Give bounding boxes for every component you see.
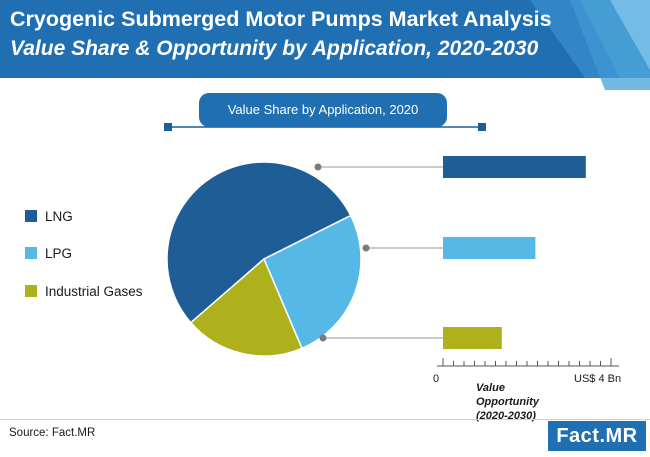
legend-label-lpg: LPG — [45, 245, 73, 261]
factmr-logo: Fact.MR — [548, 421, 646, 451]
legend-item-lpg: LPG — [25, 245, 72, 261]
legend-item-industrial-gases: Industrial Gases — [25, 283, 143, 299]
pie-title: Value Share by Application, 2020 — [228, 102, 419, 117]
legend-swatch-lpg — [25, 247, 37, 259]
pie-slice-lng — [166, 161, 352, 324]
bar-axis-caption-line1: Value Opportunity — [476, 382, 539, 408]
legend-label-lng: LNG — [45, 208, 73, 224]
pie-title-right-marker — [478, 123, 486, 131]
pie-title-left-marker — [164, 123, 172, 131]
corner-decoration — [530, 0, 650, 90]
legend-swatch-lng — [25, 210, 37, 222]
bar-lng — [443, 156, 586, 178]
leader-dot-industrial-gases — [319, 334, 327, 342]
legend-swatch-industrial-gases — [25, 285, 37, 297]
bar-axis-caption: Value Opportunity (2020-2030) — [476, 381, 566, 423]
bar-axis-end-label: US$ 4 Bn — [574, 373, 622, 385]
page-title: Cryogenic Submerged Motor Pumps Market A… — [10, 7, 552, 31]
leader-dot-lpg — [362, 244, 370, 252]
bar-industrial-gases — [443, 327, 502, 349]
pie-title-box — [199, 93, 447, 127]
bar-axis-start-label: 0 — [433, 373, 440, 385]
page-subtitle: Value Share & Opportunity by Application… — [10, 37, 539, 60]
legend-label-industrial-gases: Industrial Gases — [45, 283, 143, 299]
legend-item-lng: LNG — [25, 208, 73, 224]
leader-dot-lng — [314, 163, 322, 171]
footer-divider — [0, 419, 650, 420]
bar-lpg — [443, 237, 536, 259]
pie-slice-industrial-gases — [189, 257, 303, 357]
source-note: Source: Fact.MR — [9, 427, 96, 439]
